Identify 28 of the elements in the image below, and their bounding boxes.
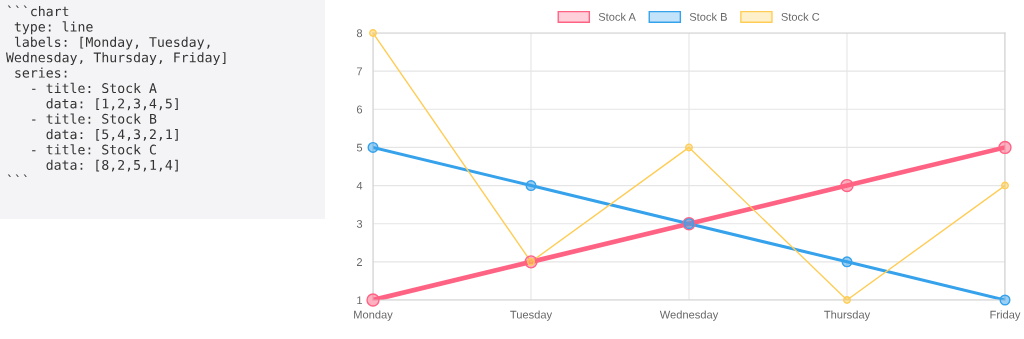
y-tick-label: 5 (356, 143, 363, 152)
point (840, 178, 854, 193)
legend-label: Stock C (781, 12, 820, 21)
point (685, 143, 693, 152)
point (998, 140, 1012, 155)
point (999, 294, 1011, 306)
y-tick-label: 4 (356, 181, 363, 190)
point (843, 296, 851, 304)
point (369, 29, 377, 37)
point (525, 180, 537, 192)
point (367, 141, 379, 153)
text: ```chart type: line labels: [Monday, Tuesday, Wednesday, Thursday, Friday] series: - title: Stock A data: [1,2,3,4,5] - title: Stock B data: [5,4,3,2,1] - title: Stock C data: [8,2,5,1,4] ``` (6, 5, 226, 177)
legend-label: Stock B (689, 12, 727, 21)
x-tick-label: Friday (990, 310, 1021, 321)
y-tick-label: 6 (356, 105, 363, 114)
point (366, 293, 380, 307)
legend-label: Stock A (598, 12, 636, 21)
point (841, 256, 853, 268)
y-tick-label: 2 (356, 258, 363, 266)
x-tick-label: Tuesday (510, 310, 553, 321)
y-tick-label: 3 (356, 219, 363, 228)
point (1001, 181, 1009, 190)
y-tick-label: 1 (357, 296, 363, 305)
y-tick-label: 7 (356, 67, 363, 76)
x-tick-label: Thursday (824, 310, 871, 321)
x-tick-label: Wednesday (659, 310, 719, 321)
x-tick-label: Monday (354, 310, 393, 321)
y-tick-label: 8 (356, 29, 363, 38)
